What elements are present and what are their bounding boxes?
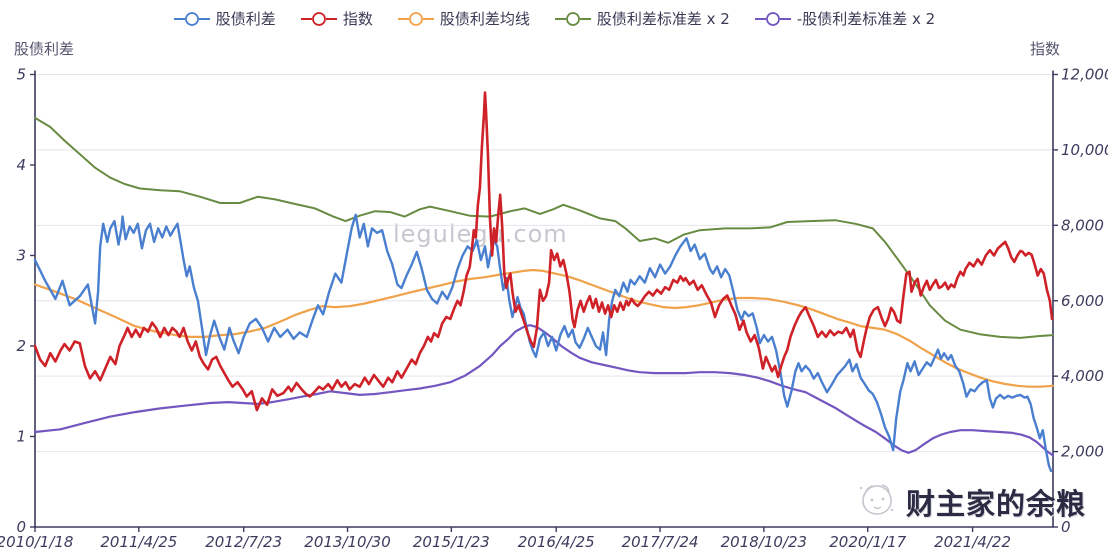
legend-label: 股债利差 — [215, 10, 276, 28]
legend-label: -股债利差标准差 x 2 — [796, 10, 936, 28]
x-tick-label: 2021/4/22 — [934, 533, 1011, 551]
right-axis-title: 指数 — [1029, 40, 1060, 58]
corner-logo-text: 财主家的余粮 — [906, 487, 1087, 521]
legend-marker-icon — [300, 11, 337, 26]
x-tick-label: 2016/4/25 — [518, 533, 595, 551]
x-tick-label: 2011/4/25 — [100, 533, 177, 551]
left-tick-label: 4 — [16, 156, 26, 174]
right-tick-label: 0 — [1061, 518, 1071, 536]
legend-label: 股债利差均线 — [439, 10, 530, 28]
legend-label: 股债利差标准差 x 2 — [596, 10, 730, 28]
right-tick-label: 4,000 — [1061, 367, 1104, 385]
left-tick-label: 3 — [16, 247, 26, 265]
left-tick-label: 0 — [16, 518, 26, 536]
x-tick-label: 2018/10/23 — [721, 533, 807, 551]
series-spread-ma — [33, 268, 1055, 388]
right-tick-label: 6,000 — [1061, 292, 1104, 310]
series-spread-std-upper — [34, 116, 1054, 339]
watermark-legulegu: legulegu.com — [393, 220, 568, 248]
legend-item-spread-std-upper[interactable]: 股债利差标准差 x 2 — [554, 8, 730, 29]
left-tick-label: 1 — [16, 428, 26, 446]
legend-marker-icon — [754, 11, 791, 26]
right-tick-label: 10,000 — [1061, 141, 1108, 159]
series-index — [33, 91, 1054, 412]
x-tick-label: 2012/7/23 — [205, 533, 282, 551]
x-tick-label: 2013/10/30 — [304, 533, 390, 551]
legend-marker-icon — [173, 11, 210, 26]
x-tick-label: 2017/7/24 — [622, 533, 699, 551]
x-tick-label: 2015/1/23 — [413, 533, 490, 551]
left-axis-title: 股债利差 — [14, 40, 75, 58]
x-tick-label: 2020/1/17 — [829, 533, 906, 551]
legend-item-spread-ma[interactable]: 股债利差均线 — [397, 8, 530, 29]
legend-marker-icon — [397, 11, 434, 26]
legend-item-spread[interactable]: 股债利差 — [173, 8, 276, 29]
cat-doodle-icon — [854, 476, 900, 528]
corner-logo: 财主家的余粮 — [854, 476, 1086, 528]
right-tick-label: 8,000 — [1061, 216, 1104, 234]
legend-item-spread-std-lower[interactable]: -股债利差标准差 x 2 — [754, 8, 935, 29]
legend: 股债利差 指数 股债利差均线 股债利差标准差 x 2 -股债利差标准差 x 2 — [0, 8, 1108, 29]
left-tick-label: 2 — [16, 337, 26, 355]
legend-item-index[interactable]: 指数 — [300, 8, 373, 29]
right-tick-label: 2,000 — [1061, 443, 1104, 461]
series-spread — [33, 213, 1053, 473]
x-tick-label: 2010/1/18 — [0, 533, 73, 551]
right-tick-label: 12,000 — [1061, 66, 1108, 84]
left-tick-label: 5 — [16, 66, 26, 84]
legend-label: 指数 — [342, 10, 373, 28]
legend-marker-icon — [554, 11, 591, 26]
